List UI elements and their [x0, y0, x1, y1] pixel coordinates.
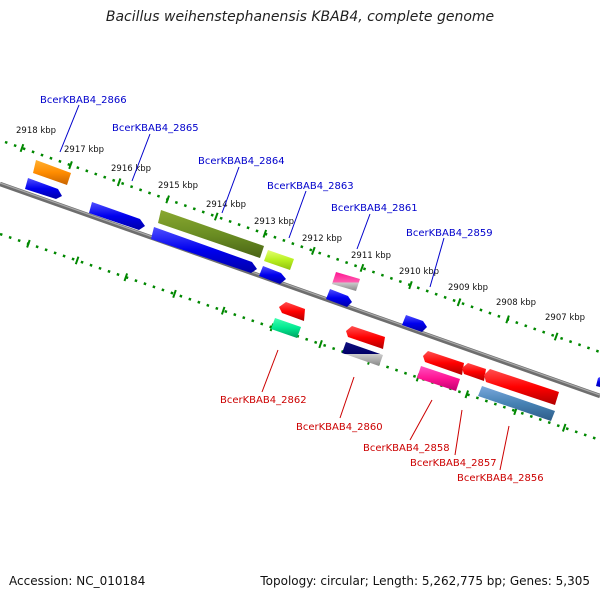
lower-major-tick: [318, 339, 323, 349]
gene-2860-arrow[interactable]: [342, 342, 383, 366]
kbp-label-2917: 2917 kbp: [64, 145, 104, 155]
gene-2866-blue-arrow[interactable]: [25, 178, 62, 199]
upper-major-tick: [311, 246, 316, 255]
gene-2862-arrow[interactable]: [271, 318, 301, 338]
gene-2858-arrow[interactable]: [417, 366, 460, 391]
gene-label-2858[interactable]: BcerKBAB4_2858: [363, 443, 450, 454]
kbp-label-2918: 2918 kbp: [16, 126, 56, 136]
genome-backbone-highlight: [0, 182, 600, 396]
gene-2863-arrow[interactable]: [264, 250, 294, 270]
upper-major-tick: [116, 178, 122, 187]
gene-label-2861[interactable]: BcerKBAB4_2861: [331, 203, 418, 214]
lower-major-tick: [26, 239, 31, 248]
kbp-label-2914: 2914 kbp: [206, 200, 246, 210]
kbp-label-2911: 2911 kbp: [351, 251, 391, 261]
leader-line-2864: [221, 166, 240, 214]
kbp-label-2912: 2912 kbp: [302, 234, 342, 244]
gene-2861-arrow[interactable]: [332, 272, 360, 291]
upper-major-tick: [68, 161, 73, 170]
gene-label-2863[interactable]: BcerKBAB4_2863: [267, 181, 354, 192]
kbp-label-2909: 2909 kbp: [448, 283, 488, 293]
gene-2860-red-arrow[interactable]: [346, 326, 385, 349]
gene-2864-arrow[interactable]: [158, 210, 264, 258]
gene-2865-arrow[interactable]: [89, 202, 145, 230]
gene-2862-red-arrow[interactable]: [279, 302, 305, 321]
leader-line-2862: [261, 349, 279, 393]
leader-line-2863: [288, 190, 307, 239]
kbp-label-2908: 2908 kbp: [496, 298, 536, 308]
leader-line-2861: [356, 213, 371, 250]
accession-text: Accession: NC_010184: [9, 574, 146, 588]
leader-line-2859: [429, 237, 445, 288]
gene-2857-arrow[interactable]: [462, 363, 486, 381]
upper-major-tick: [408, 280, 413, 290]
upper-major-tick: [359, 263, 365, 273]
gene-label-2865[interactable]: BcerKBAB4_2865: [112, 123, 199, 134]
upper-major-tick: [553, 332, 559, 341]
gene-label-2857[interactable]: BcerKBAB4_2857: [410, 458, 497, 469]
lower-major-tick: [172, 289, 177, 299]
gene-label-2860[interactable]: BcerKBAB4_2860: [296, 422, 383, 433]
gene-label-2856[interactable]: BcerKBAB4_2856: [457, 473, 544, 484]
gene-2856-red-arrow[interactable]: [484, 369, 559, 405]
upper-major-tick: [213, 212, 219, 221]
gene-label-2862[interactable]: BcerKBAB4_2862: [220, 395, 307, 406]
leader-line-2865: [131, 133, 151, 182]
gene-label-2866[interactable]: BcerKBAB4_2866: [40, 95, 127, 106]
lower-major-tick: [220, 306, 226, 315]
lower-major-tick: [74, 256, 80, 265]
leader-line-2857: [454, 409, 463, 456]
kbp-label-2916: 2916 kbp: [111, 164, 151, 174]
upper-major-tick: [505, 315, 510, 324]
genome-info-text: Topology: circular; Length: 5,262,775 bp…: [260, 574, 590, 588]
gene-offscreen-blue-arrow[interactable]: [596, 377, 600, 387]
gene-2861-blue-arrow[interactable]: [326, 289, 352, 307]
gene-label-2859[interactable]: BcerKBAB4_2859: [406, 228, 493, 239]
gene-2863-blue-arrow[interactable]: [259, 266, 286, 284]
gene-label-2864[interactable]: BcerKBAB4_2864: [198, 156, 285, 167]
upper-major-tick: [262, 229, 268, 238]
leader-line-2860: [339, 376, 355, 419]
upper-major-tick: [19, 143, 25, 153]
upper-major-ticks: [19, 143, 559, 341]
lower-dotted-track: [0, 232, 600, 442]
kbp-label-2915: 2915 kbp: [158, 181, 198, 191]
lower-major-tick: [464, 390, 470, 399]
kbp-label-2907: 2907 kbp: [545, 313, 585, 323]
upper-major-tick: [165, 195, 170, 204]
leader-line-2866: [59, 104, 80, 153]
gene-2856-arrow[interactable]: [478, 386, 555, 421]
lower-major-tick: [123, 273, 129, 282]
gene-2859-blue-arrow[interactable]: [402, 315, 427, 332]
leader-line-2856: [499, 425, 510, 471]
genome-backbone: [0, 181, 600, 399]
gene-2866-arrow[interactable]: [33, 160, 71, 185]
genome-title: Bacillus weihenstephanensis KBAB4, compl…: [105, 9, 495, 25]
lower-major-tick: [561, 423, 567, 432]
gene-2864-blue-arrow[interactable]: [151, 227, 257, 273]
kbp-label-2913: 2913 kbp: [254, 217, 294, 227]
gene-2858-red-arrow[interactable]: [423, 351, 464, 375]
upper-dotted-track: [4, 140, 600, 354]
upper-major-tick: [456, 298, 462, 307]
kbp-label-2910: 2910 kbp: [399, 267, 439, 277]
leader-line-2858: [409, 399, 433, 441]
